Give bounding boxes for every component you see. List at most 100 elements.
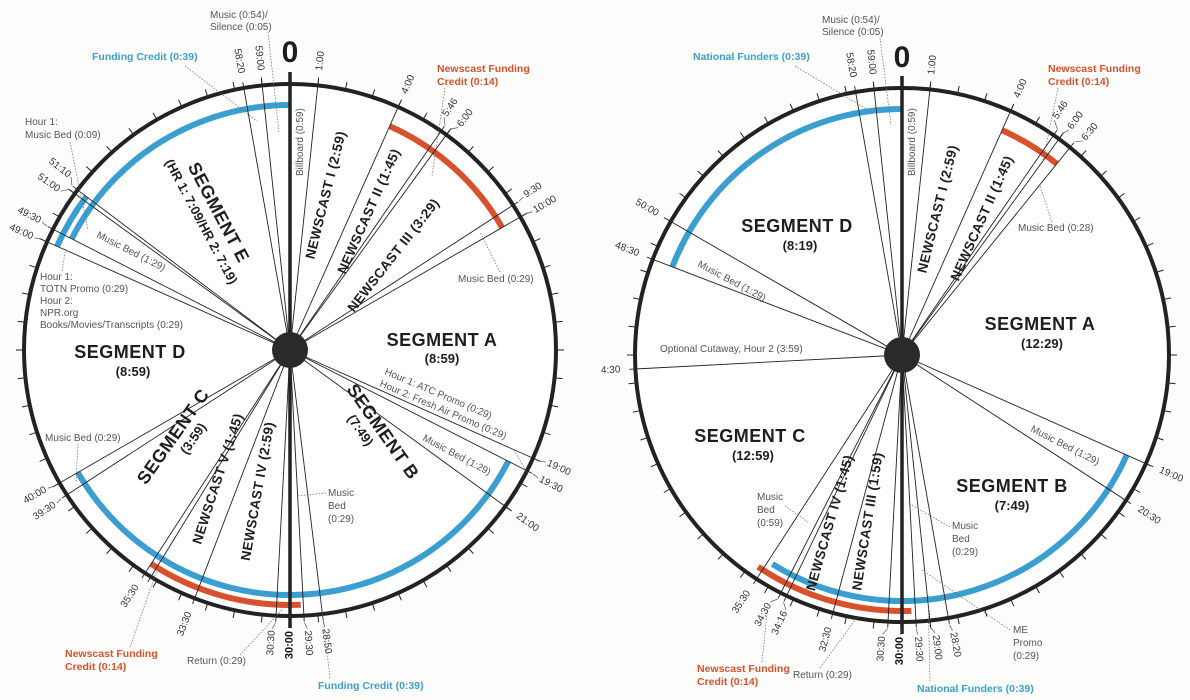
minute-tick: [1163, 410, 1172, 413]
spoke-line: [261, 79, 291, 351]
minute-label: 9:30: [522, 180, 545, 200]
minute-label: 5:46: [441, 96, 461, 119]
minute-tick: [697, 533, 704, 540]
spoke-line: [61, 349, 291, 499]
billboard-label: Billboard (0:59): [295, 108, 306, 176]
minute-tick: [1132, 488, 1141, 493]
leader-line: [295, 492, 327, 497]
me-promo-l2: Promo: [1013, 638, 1043, 649]
music-bed-059-l2: Bed: [757, 505, 775, 516]
return-callout: Return (0:29): [187, 656, 246, 667]
promo-callout-l4: NPR.org: [40, 308, 78, 319]
minute-tick: [957, 616, 960, 625]
label-leader: [41, 221, 47, 227]
national-funders-bottom-callout: National Funders (0:39): [917, 683, 1034, 695]
newscast-funding-top-l1: Newscast Funding: [1048, 63, 1141, 75]
minute-label: 29:30: [302, 630, 315, 656]
newscast-funding-top-l2: Credit (0:14): [1048, 76, 1109, 88]
minute-label: 34:16: [770, 609, 791, 637]
minute-label: 35:30: [730, 588, 753, 615]
spoke-line: [901, 133, 1063, 356]
minute-label: 4:00: [399, 73, 417, 96]
minute-tick: [17, 377, 26, 380]
minute-tick: [1100, 533, 1107, 540]
music-silence-callout-l1: Music (0:54)/: [822, 15, 880, 26]
spoke-line: [901, 354, 917, 628]
label-leader: [539, 460, 546, 463]
segment-b-title: SEGMENT B: [956, 476, 1068, 496]
minute-label: 59:00: [252, 45, 266, 71]
minute-tick: [344, 81, 348, 90]
minute-tick: [371, 602, 376, 611]
minute-tick: [260, 614, 263, 623]
minute-tick: [29, 431, 38, 436]
spoke-line: [54, 349, 291, 487]
minute-tick: [816, 608, 820, 617]
minute-tick: [554, 377, 563, 380]
minute-tick: [17, 320, 26, 323]
minute-tick: [504, 188, 512, 195]
music-bed-bottom-l3: (0:29): [328, 514, 354, 525]
minute-tick: [21, 404, 30, 408]
minute-label: 6:00: [1066, 109, 1087, 132]
minute-tick: [487, 527, 494, 534]
minute-tick: [422, 112, 428, 120]
minute-tick: [764, 116, 769, 125]
minute-label: 30:00: [894, 637, 906, 665]
minute-label: 51:00: [35, 171, 62, 195]
minute-tick: [487, 166, 494, 173]
spoke-line: [901, 130, 1058, 356]
spoke-line: [289, 349, 533, 474]
label-leader: [899, 628, 903, 636]
hour1-music-bed-l1: Hour 1:: [25, 117, 58, 128]
minute-label: 50:00: [633, 197, 661, 219]
minute-label: 59:00: [864, 49, 878, 75]
spoke-line: [242, 82, 291, 351]
minute-tick: [1145, 242, 1154, 247]
minute-tick: [86, 527, 93, 534]
spoke-line: [289, 349, 324, 621]
segment-d-duration: (8:59): [116, 364, 151, 379]
minute-tick: [697, 170, 704, 177]
spoke-line: [901, 354, 1132, 505]
minute-tick: [152, 112, 158, 120]
minute-label: 49:00: [8, 222, 36, 242]
minute-tick: [550, 404, 559, 408]
minute-tick: [542, 264, 551, 269]
minute-tick: [232, 81, 236, 90]
spoke-line: [901, 83, 931, 356]
minute-label: 33:30: [175, 610, 194, 638]
spoke-line: [192, 349, 291, 605]
minute-label: 48:30: [613, 240, 641, 259]
minute-tick: [178, 99, 183, 108]
leader-line: [907, 502, 951, 528]
minute-tick: [1080, 553, 1087, 560]
minute-label: 6:00: [455, 107, 476, 130]
top-zero-label: 0: [894, 41, 911, 74]
minute-tick: [178, 592, 183, 601]
spoke-line: [289, 213, 526, 351]
leader-line: [319, 591, 331, 679]
minute-tick: [422, 580, 428, 588]
newscast-funding-bottom-l1: Newscast Funding: [697, 663, 790, 675]
music-bed-029-top: Music Bed (0:29): [458, 274, 534, 285]
minute-tick: [152, 580, 158, 588]
spoke-line: [646, 256, 903, 356]
minute-tick: [317, 614, 320, 623]
minute-tick: [128, 564, 135, 572]
minute-tick: [397, 592, 402, 601]
music-bed-bottom-l2: Bed: [328, 501, 346, 512]
minute-label: 30:00: [284, 631, 296, 659]
minute-label: 29:00: [930, 634, 944, 661]
minute-label: 4:30: [601, 364, 621, 376]
minute-tick: [650, 242, 659, 247]
minute-label: 32:30: [817, 626, 834, 653]
segment-d-duration: (8:19): [783, 238, 818, 253]
label-leader: [56, 498, 62, 504]
music-silence-callout-l1: Music (0:54)/: [210, 10, 268, 21]
music-silence-callout-l2: Silence (0:05): [210, 22, 272, 33]
minute-tick: [1163, 297, 1172, 300]
spoke-line: [854, 86, 903, 356]
hour1-music-bed-l2: Music Bed (0:09): [25, 130, 101, 141]
blue-arc: [69, 102, 291, 241]
